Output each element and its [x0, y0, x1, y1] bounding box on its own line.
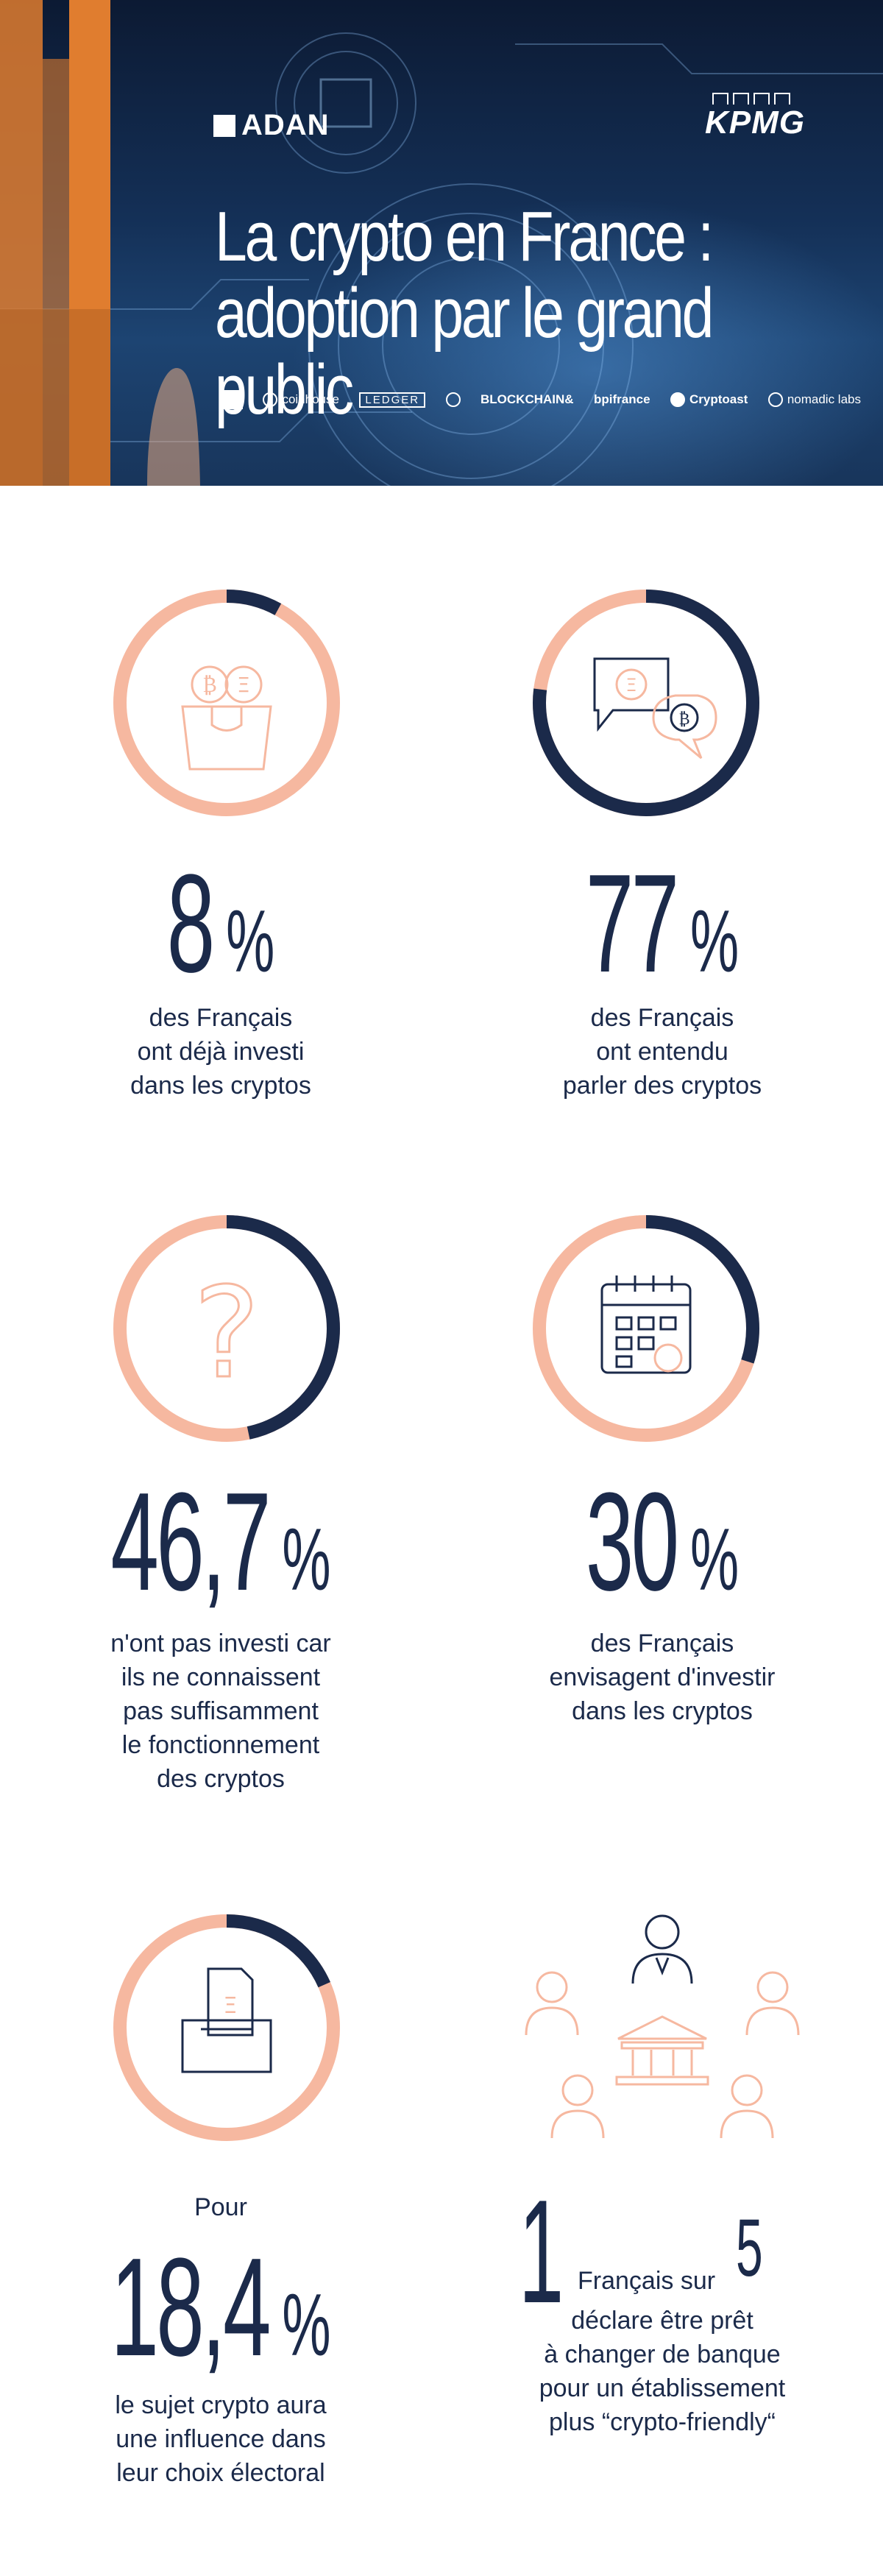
ballot-box-icon: Ξ — [181, 1967, 272, 2073]
partner-cryptoast: Cryptoast — [670, 392, 748, 407]
adan-logo: ADAN — [213, 109, 330, 142]
ratio-middle-text: Français sur — [578, 2267, 716, 2295]
stat-prefix: Pour — [194, 2193, 247, 2221]
ratio-numerator: 1 — [519, 2170, 564, 2334]
stat-not-invested: ? 46,7% n'ont pas investi car ils ne con… — [0, 1185, 442, 1811]
svg-text:₿: ₿ — [202, 673, 216, 697]
title-line-1: La crypto en France : — [215, 197, 714, 276]
svg-text:Ξ: Ξ — [237, 673, 250, 697]
progress-ring — [533, 1215, 759, 1442]
header-banner: ADAN KPMG La crypto en France : adoption… — [0, 0, 883, 486]
stat-considering: 30% des Français envisagent d'investir d… — [442, 1185, 883, 1811]
partner-dollar-icon — [445, 392, 461, 407]
calendar-icon — [600, 1275, 692, 1374]
stat-description: le sujet crypto aura une influence dans … — [115, 2391, 327, 2487]
header-circuit-decoration — [0, 32, 883, 486]
partner-coinhouse: coinhouse — [263, 392, 339, 407]
stat-description: n'ont pas investi car ils ne connaissent… — [110, 1630, 331, 1793]
ratio-denominator: 5 — [736, 2203, 763, 2293]
people-bank-icon — [525, 1914, 800, 2139]
header-glow — [265, 184, 883, 486]
stat-bank-switch: 1 Français sur 5 déclare être prêt à cha… — [442, 1869, 883, 2532]
stat-value: 30% — [585, 1464, 740, 1620]
progress-ring: ₿ Ξ — [113, 590, 340, 816]
kpmg-logo-boxes — [712, 93, 790, 105]
svg-text:₿: ₿ — [678, 710, 689, 729]
stat-value: 46,7% — [110, 1464, 331, 1620]
stat-description: déclare être prêt à changer de banque po… — [539, 2307, 786, 2436]
stat-description: des Français ont entendu parler des cryp… — [562, 1004, 762, 1100]
stat-electoral: Ξ Pour 18,4% le sujet crypto aura une in… — [0, 1869, 442, 2532]
stat-value: 18,4% — [110, 2229, 331, 2385]
page-title: La crypto en France : adoption par le gr… — [215, 199, 746, 428]
question-mark-icon: ? — [194, 1261, 260, 1406]
partner-ledger: LEDGER — [359, 392, 426, 408]
adan-logo-text: ADAN — [241, 109, 330, 141]
adan-logo-square — [213, 114, 235, 137]
partner-blockchain: BLOCKCHAIN& — [480, 392, 574, 406]
stat-description: des Français envisagent d'investir dans … — [549, 1630, 776, 1725]
chat-bubbles-crypto-icon: Ξ ₿ — [593, 657, 717, 760]
partner-logos: coinhouse LEDGER BLOCKCHAIN& bpifrance C… — [221, 390, 861, 409]
stat-value: 77% — [585, 846, 740, 1002]
kpmg-logo: KPMG — [705, 105, 805, 141]
stat-heard: Ξ ₿ 77% des Français ont entendu parler … — [442, 559, 883, 1119]
orange-bars-decoration — [0, 0, 110, 486]
partner-bpifrance: bpifrance — [594, 392, 650, 406]
partner-logo-block — [221, 390, 243, 409]
progress-ring: Ξ — [113, 1914, 340, 2141]
title-line-2: adoption par le grand public — [215, 274, 714, 429]
stat-invested: ₿ Ξ 8% des Français ont déjà investi dan… — [0, 559, 442, 1119]
progress-ring: Ξ ₿ — [533, 590, 759, 816]
progress-ring: ? — [113, 1215, 340, 1442]
partner-nomadic-labs: nomadic labs — [767, 392, 861, 407]
svg-text:Ξ: Ξ — [224, 1993, 238, 2019]
stat-description: des Français ont déjà investi dans les c… — [130, 1004, 311, 1100]
stat-value: 8% — [166, 846, 275, 1002]
shopping-bag-crypto-icon: ₿ Ξ — [181, 665, 272, 771]
svg-text:Ξ: Ξ — [625, 675, 636, 696]
